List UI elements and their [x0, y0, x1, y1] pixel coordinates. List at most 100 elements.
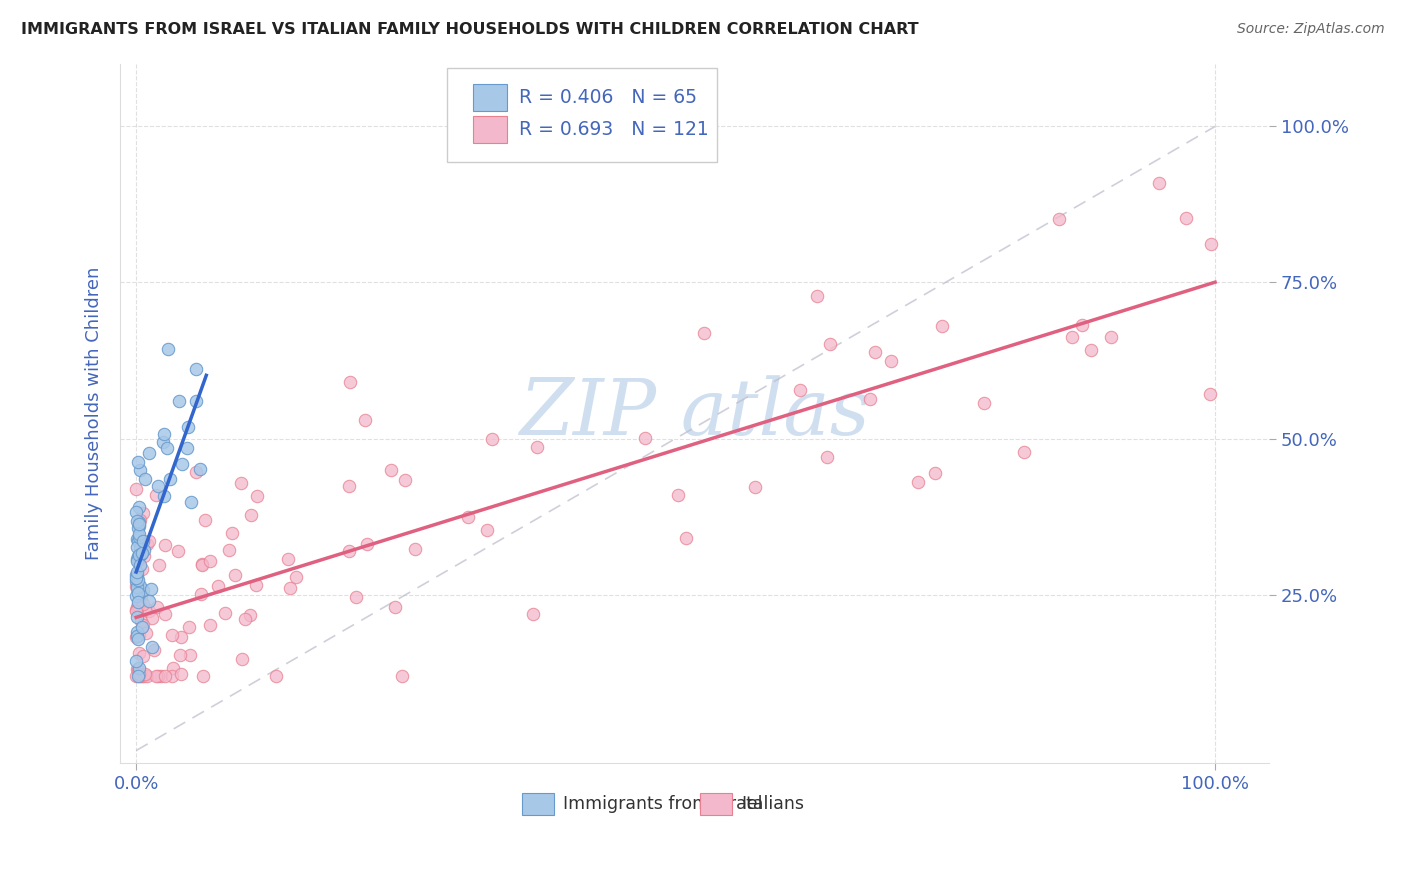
Point	[1060, 330, 1083, 344]
Point	[188, 462, 211, 476]
Point	[125, 581, 148, 595]
Point	[128, 668, 150, 682]
Point	[815, 450, 838, 464]
Point	[129, 463, 152, 477]
Point	[184, 362, 207, 376]
Point	[1080, 343, 1102, 358]
Point	[239, 508, 262, 522]
Point	[744, 481, 766, 495]
Point	[132, 543, 155, 558]
Point	[125, 540, 148, 554]
Point	[127, 598, 149, 612]
Point	[477, 523, 499, 537]
Point	[125, 570, 148, 584]
Point	[224, 567, 246, 582]
Point	[1198, 387, 1220, 401]
Point	[136, 537, 159, 551]
Point	[127, 554, 149, 568]
Point	[128, 548, 150, 562]
Point	[1199, 237, 1222, 252]
Point	[198, 617, 221, 632]
Point	[931, 319, 953, 334]
Point	[127, 553, 149, 567]
Point	[354, 413, 377, 427]
Text: Italians: Italians	[741, 796, 804, 814]
Point	[127, 632, 149, 646]
Point	[132, 533, 155, 548]
Point	[162, 661, 184, 675]
Point	[218, 543, 240, 558]
Point	[859, 392, 882, 406]
Point	[127, 663, 149, 677]
Point	[356, 537, 378, 551]
Point	[125, 568, 148, 582]
Point	[125, 565, 148, 579]
Point	[818, 337, 841, 351]
Point	[138, 603, 160, 617]
Point	[344, 591, 367, 605]
Point	[693, 326, 716, 341]
Point	[129, 579, 152, 593]
Point	[176, 441, 198, 455]
Point	[152, 435, 174, 450]
Point	[146, 668, 169, 682]
Point	[129, 589, 152, 603]
Point	[159, 472, 181, 486]
Point	[167, 544, 190, 558]
Point	[246, 489, 269, 503]
Point	[125, 604, 148, 618]
Point	[125, 505, 148, 519]
Point	[131, 562, 153, 576]
Point	[214, 607, 236, 621]
Point	[125, 662, 148, 676]
Point	[339, 375, 361, 389]
Point	[179, 620, 201, 634]
Point	[127, 595, 149, 609]
Point	[125, 568, 148, 582]
Point	[973, 396, 995, 410]
Point	[129, 668, 152, 682]
Point	[138, 533, 160, 548]
Point	[264, 668, 287, 682]
Point	[132, 668, 155, 682]
Point	[131, 614, 153, 628]
Point	[129, 541, 152, 556]
Point	[128, 661, 150, 675]
Point	[127, 610, 149, 624]
FancyBboxPatch shape	[472, 117, 508, 143]
Point	[128, 530, 150, 544]
Point	[128, 647, 150, 661]
Text: Immigrants from Israel: Immigrants from Israel	[564, 796, 763, 814]
Point	[127, 551, 149, 566]
Point	[129, 558, 152, 573]
Point	[129, 548, 152, 562]
Point	[789, 384, 811, 398]
Point	[156, 342, 179, 356]
Point	[1147, 176, 1170, 190]
Point	[160, 668, 183, 682]
Point	[152, 427, 174, 442]
Point	[233, 612, 256, 626]
Point	[1047, 212, 1070, 227]
Point	[127, 549, 149, 564]
Point	[127, 515, 149, 529]
Point	[138, 446, 160, 460]
Point	[128, 518, 150, 533]
Point	[1099, 329, 1122, 343]
Point	[129, 547, 152, 561]
Point	[132, 506, 155, 520]
Point	[160, 627, 183, 641]
Point	[127, 521, 149, 535]
Point	[125, 655, 148, 669]
Point	[127, 533, 149, 548]
Point	[285, 570, 308, 584]
Point	[207, 579, 229, 593]
Point	[128, 526, 150, 541]
Point	[186, 465, 208, 479]
Point	[394, 473, 416, 487]
Point	[128, 667, 150, 681]
Point	[675, 531, 697, 545]
Point	[863, 345, 886, 359]
Point	[135, 668, 157, 682]
Point	[806, 289, 828, 303]
